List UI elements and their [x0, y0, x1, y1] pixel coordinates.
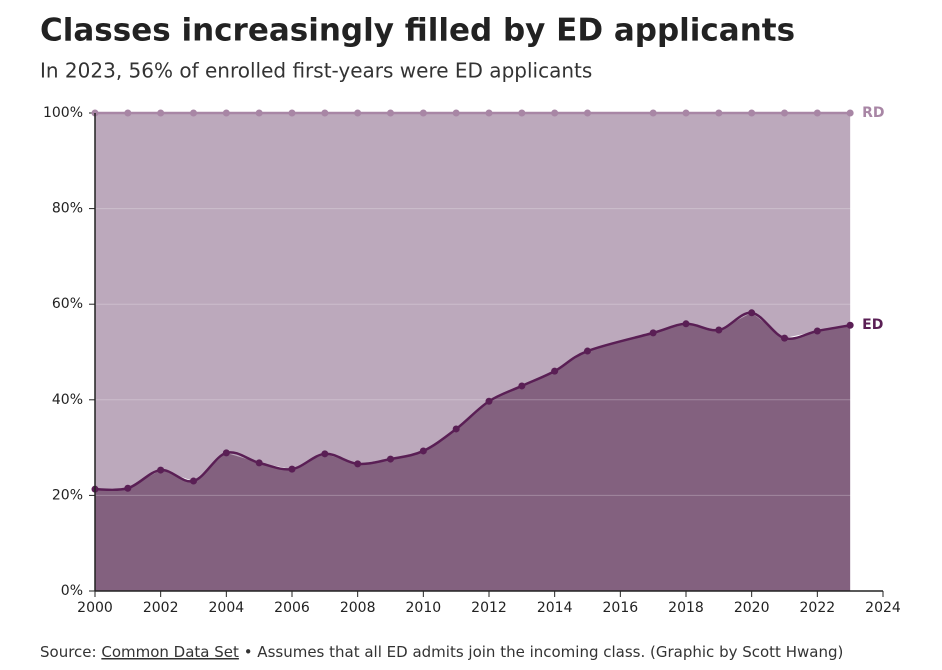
x-tick-label: 2022: [800, 600, 836, 616]
point: [124, 109, 132, 117]
x-tick-label: 2000: [77, 600, 113, 616]
point: [288, 109, 296, 117]
chart-title: Classes increasingly filled by ED applic…: [40, 13, 795, 49]
point: [813, 109, 821, 117]
point: [157, 109, 165, 117]
point: [321, 109, 329, 117]
point: [157, 466, 165, 474]
series-label: ED: [862, 317, 883, 333]
point: [485, 109, 493, 117]
point: [682, 320, 690, 328]
point: [551, 109, 559, 117]
point: [584, 109, 591, 117]
point: [255, 109, 263, 117]
y-tick-label: 20%: [52, 487, 83, 503]
point: [518, 109, 526, 117]
point: [748, 109, 756, 117]
point: [682, 109, 690, 117]
point: [452, 109, 460, 117]
point: [813, 327, 821, 335]
chart-subtitle: In 2023, 56% of enrolled first-years wer…: [40, 59, 592, 83]
point: [354, 460, 362, 468]
series-label: RD: [862, 105, 884, 121]
y-tick-label: 80%: [52, 201, 83, 217]
point: [649, 109, 657, 117]
x-tick-label: 2006: [274, 600, 310, 616]
x-tick-label: 2012: [471, 600, 507, 616]
point: [715, 326, 723, 334]
point: [485, 397, 493, 405]
point: [649, 329, 657, 337]
point: [222, 109, 230, 117]
y-tick-label: 0%: [61, 583, 83, 599]
x-tick-label: 2014: [537, 600, 573, 616]
point: [222, 449, 230, 457]
x-tick-label: 2018: [668, 600, 704, 616]
point: [255, 459, 263, 467]
point: [321, 450, 329, 458]
x-tick-label: 2024: [865, 600, 901, 616]
point: [781, 334, 788, 342]
point: [551, 367, 559, 375]
point: [452, 425, 460, 433]
y-tick-label: 60%: [52, 296, 83, 312]
footer-note: • Assumes that all ED admits join the in…: [244, 643, 844, 661]
point: [387, 109, 394, 117]
point: [715, 109, 723, 117]
point: [518, 382, 526, 390]
source-prefix: Source:: [40, 643, 97, 661]
point: [190, 477, 197, 485]
x-tick-label: 2004: [209, 600, 245, 616]
point: [748, 309, 756, 317]
plot-area: 0% 20% 40% 60% 80% 100% RD ED 2000 2002 2004 2006 20…: [43, 105, 901, 616]
footer: Source: Common Data Set • Assumes that a…: [40, 643, 843, 661]
point: [846, 109, 854, 117]
x-tick-label: 2008: [340, 600, 376, 616]
point: [584, 347, 591, 355]
y-tick-label: 40%: [52, 392, 83, 408]
point: [781, 109, 788, 117]
x-tick-label: 2002: [143, 600, 179, 616]
area: [95, 113, 851, 490]
point: [354, 109, 362, 117]
area: [95, 312, 851, 591]
point: [419, 447, 427, 455]
y-tick-label: 100%: [43, 105, 83, 121]
point: [124, 484, 132, 492]
point: [846, 321, 854, 329]
point: [288, 465, 296, 473]
source-link[interactable]: Common Data Set: [101, 643, 239, 661]
x-tick-label: 2020: [734, 600, 770, 616]
x-tick-label: 2016: [603, 600, 639, 616]
point: [419, 109, 427, 117]
point: [190, 109, 197, 117]
x-tick-label: 2010: [406, 600, 442, 616]
point: [387, 455, 394, 463]
